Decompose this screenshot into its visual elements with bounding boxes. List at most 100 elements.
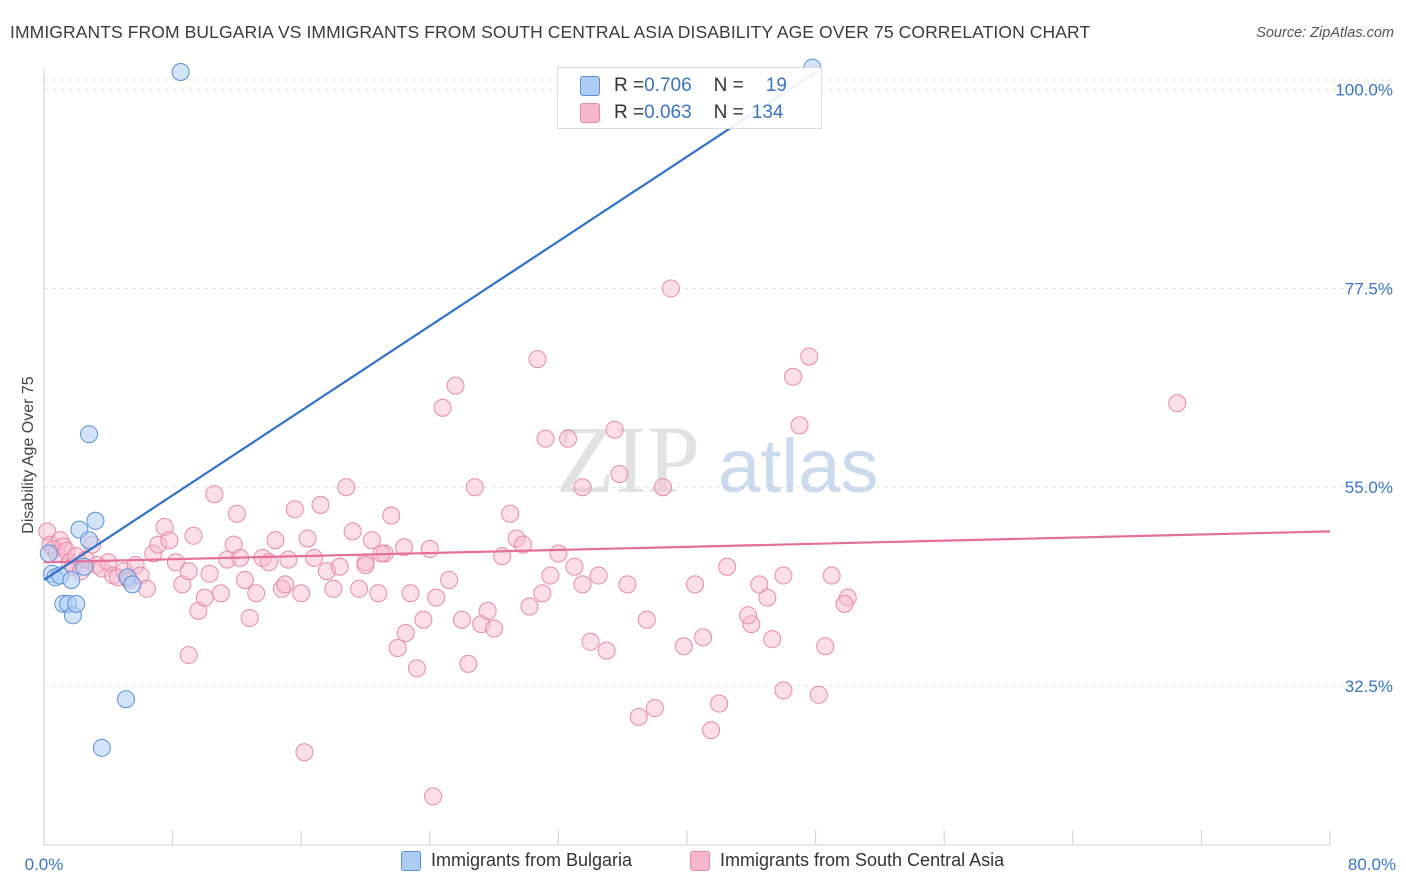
stats-n-label-pink: N = <box>713 102 744 123</box>
data-point-pink <box>324 579 343 598</box>
legend-swatch-blue <box>401 850 421 871</box>
y-tick-label: 77.5% <box>1345 279 1393 298</box>
data-point-pink <box>718 557 737 576</box>
data-point-pink <box>536 429 555 448</box>
data-point-pink <box>822 566 841 585</box>
chart-title: IMMIGRANTS FROM BULGARIA VS IMMIGRANTS F… <box>10 22 1091 42</box>
data-point-pink <box>501 504 520 523</box>
stats-r-value-pink: 0.063 <box>644 102 692 123</box>
data-point-pink <box>816 637 835 656</box>
data-point-pink <box>424 787 443 806</box>
data-point-pink <box>528 350 547 369</box>
data-point-pink <box>645 699 664 718</box>
data-point-pink <box>57 541 76 560</box>
data-point-pink <box>350 579 369 598</box>
legend-label-pink: Immigrants from South Central Asia <box>720 850 1005 870</box>
stats-n-label-blue: N = <box>713 75 744 96</box>
data-point-pink <box>478 601 497 620</box>
grid-layer <box>44 79 1392 687</box>
data-point-pink <box>276 575 295 594</box>
watermark-atlas: atlas <box>718 424 879 509</box>
stats-n-value-blue: 19 <box>765 75 787 96</box>
data-point-pink <box>155 517 174 536</box>
data-point-pink <box>446 376 465 395</box>
data-point-pink <box>835 594 854 613</box>
data-point-pink <box>758 588 777 607</box>
data-point-pink <box>337 478 356 497</box>
data-point-pink <box>710 694 729 713</box>
data-point-pink <box>440 570 459 589</box>
axes-layer <box>43 68 1331 846</box>
legend-item-pink: Immigrants from South Central Asia <box>690 850 1004 871</box>
data-point-pink <box>427 588 446 607</box>
chart-legend: Immigrants from Bulgaria Immigrants from… <box>0 850 1406 880</box>
data-point-pink <box>396 623 415 642</box>
data-point-pink <box>774 681 793 700</box>
data-point-pink <box>38 522 57 541</box>
stats-swatch-pink <box>580 103 600 123</box>
data-point-pink <box>629 707 648 726</box>
data-point-pink <box>343 522 362 541</box>
y-tick-label: 32.5% <box>1345 677 1393 696</box>
data-point-pink <box>292 584 311 603</box>
data-point-pink <box>763 630 782 649</box>
data-point-pink <box>589 566 608 585</box>
stats-r-value-blue: 0.706 <box>644 75 692 96</box>
data-point-pink <box>369 584 388 603</box>
data-point-pink <box>605 420 624 439</box>
data-point-pink <box>240 608 259 627</box>
data-point-pink <box>465 478 484 497</box>
data-point-pink <box>395 538 414 557</box>
data-point-blue <box>62 570 81 589</box>
data-point-pink <box>305 548 324 567</box>
trendline-pink <box>43 530 1331 564</box>
data-point-pink <box>200 564 219 583</box>
data-point-pink <box>750 575 769 594</box>
data-point-pink <box>330 557 349 576</box>
data-point-pink <box>224 535 243 554</box>
y-tick-label: 55.0% <box>1345 478 1393 497</box>
stats-n-value-pink: 134 <box>751 102 784 123</box>
data-point-pink <box>520 597 539 616</box>
data-point-pink <box>565 557 584 576</box>
data-point-pink <box>179 562 198 581</box>
data-point-pink <box>549 544 568 563</box>
data-point-pink <box>311 495 330 514</box>
data-point-pink <box>295 743 314 762</box>
stats-swatch-blue <box>580 76 600 96</box>
stats-row-pink: R = 0.063 N = 134 <box>580 100 783 126</box>
data-point-pink <box>809 685 828 704</box>
source-credit: Source: ZipAtlas.com <box>1256 25 1394 41</box>
data-point-pink <box>144 544 163 563</box>
data-point-pink <box>414 610 433 629</box>
data-point-pink <box>702 721 721 740</box>
legend-label-blue: Immigrants from Bulgaria <box>431 850 633 870</box>
data-point-pink <box>189 601 208 620</box>
trendline-blue <box>43 71 817 581</box>
data-point-pink <box>573 478 592 497</box>
data-point-pink <box>266 531 285 550</box>
data-point-pink <box>774 566 793 585</box>
y-tick-label: 100.0% <box>1335 81 1393 100</box>
data-point-blue <box>39 544 58 563</box>
data-point-pink <box>674 637 693 656</box>
data-point-blue <box>80 531 99 550</box>
data-point-blue <box>123 575 142 594</box>
data-point-pink <box>661 279 680 298</box>
data-point-blue <box>86 511 105 530</box>
data-point-pink <box>247 584 266 603</box>
x-tick-label-min: 0.0% <box>25 855 64 874</box>
stats-r-label-blue: R = <box>614 75 645 96</box>
data-point-pink <box>541 566 560 585</box>
data-point-blue <box>171 63 190 81</box>
data-point-pink <box>581 632 600 651</box>
legend-item-blue: Immigrants from Bulgaria <box>401 850 632 871</box>
tick-labels: 32.5% 55.0% 77.5% 100.0% 0.0% 80.0% <box>25 81 1396 874</box>
data-point-pink <box>800 347 819 366</box>
series-pink-points <box>38 279 1187 806</box>
data-point-pink <box>179 646 198 665</box>
data-point-pink <box>694 628 713 647</box>
trendlines <box>43 71 1331 581</box>
data-point-pink <box>618 575 637 594</box>
